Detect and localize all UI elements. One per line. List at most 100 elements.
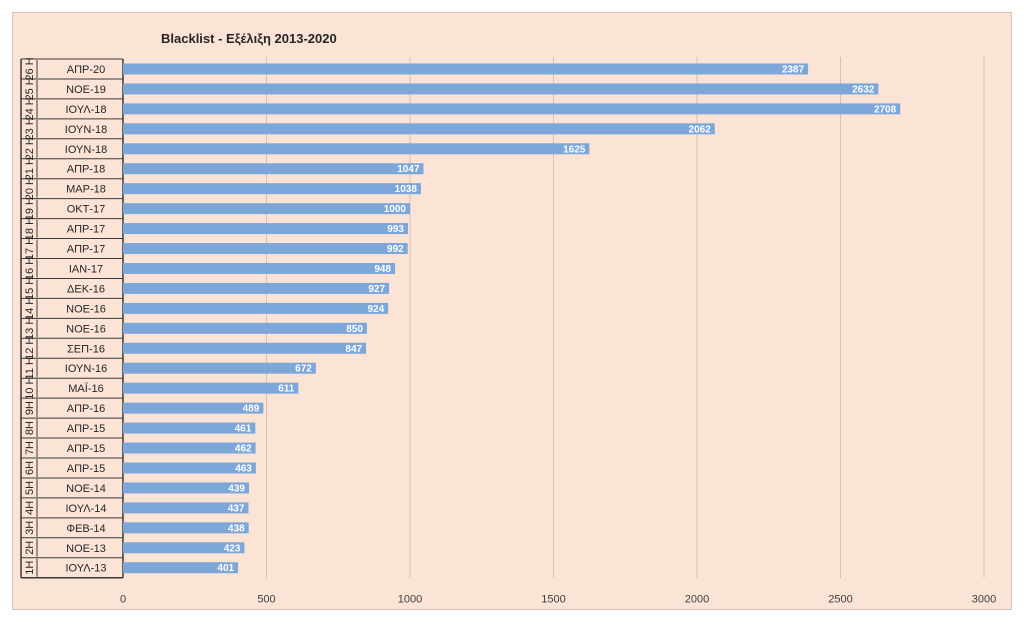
category-label: ΝΟΕ-13 <box>66 543 106 555</box>
bar-value-label: 489 <box>243 404 260 415</box>
category-group-label: 10 Η <box>24 377 36 400</box>
bar <box>123 422 256 434</box>
category-group-label: 13 Η <box>24 317 36 340</box>
bar-value-label: 1047 <box>397 164 420 175</box>
bar <box>123 382 299 394</box>
category-group-label: 4Η <box>24 501 36 515</box>
category-group-label: 14 Η <box>24 297 36 320</box>
category-label: ΜΑΪ-16 <box>68 383 103 395</box>
bar-value-label: 437 <box>228 503 245 514</box>
category-label: ΑΠΡ-15 <box>67 443 106 455</box>
category-label: ΙΟΥΛ-14 <box>65 503 106 515</box>
category-label: ΙΟΥΝ-18 <box>65 144 107 156</box>
bar-value-label: 2632 <box>852 84 875 95</box>
category-label: ΝΟΕ-16 <box>66 323 106 335</box>
bar-value-label: 423 <box>224 543 241 554</box>
category-label: ΙΟΥΛ-18 <box>65 104 106 116</box>
x-tick-label: 0 <box>120 594 126 606</box>
category-group-label: 26 Η <box>24 57 36 80</box>
category-label: ΑΠΡ-15 <box>67 463 106 475</box>
category-group-label: 1Η <box>24 561 36 575</box>
category-group-label: 19 Η <box>24 197 36 220</box>
category-group-label: 23 Η <box>24 117 36 140</box>
chart-area: Blacklist - Εξέλιξη 2013-2020 26 Η ΑΠΡ-20… <box>12 12 1012 610</box>
category-label: ΑΠΡ-20 <box>67 64 106 76</box>
category-group-label: 20 Η <box>24 177 36 200</box>
category-label: ΝΟΕ-14 <box>66 483 106 495</box>
bar <box>123 542 245 554</box>
bar <box>123 143 590 155</box>
x-tick-label: 1500 <box>541 594 565 606</box>
bar <box>123 442 256 454</box>
bar-value-label: 1625 <box>563 144 586 155</box>
category-label: ΝΟΕ-19 <box>66 84 106 96</box>
bar <box>123 342 367 354</box>
bar <box>123 163 424 175</box>
bar <box>123 362 316 374</box>
bar <box>123 123 715 135</box>
bar-value-label: 461 <box>235 424 252 435</box>
category-group-label: 15 Η <box>24 277 36 300</box>
bar-value-label: 927 <box>368 284 385 295</box>
category-label: ΙΟΥΝ-18 <box>65 124 107 136</box>
bar <box>123 402 264 414</box>
x-tick-label: 3000 <box>972 594 996 606</box>
category-label: ΙΑΝ-17 <box>69 263 103 275</box>
category-label: ΑΠΡ-17 <box>67 224 106 236</box>
bar-value-label: 439 <box>228 483 245 494</box>
bar-value-label: 2387 <box>782 64 805 75</box>
bar-value-label: 1038 <box>395 184 418 195</box>
category-group-label: 2Η <box>24 541 36 555</box>
bar-value-label: 401 <box>217 563 234 574</box>
bar <box>123 482 249 494</box>
category-label: ΔΕΚ-16 <box>67 283 105 295</box>
bar-value-label: 992 <box>387 244 404 255</box>
category-label: ΣΕΠ-16 <box>67 343 105 355</box>
category-label: ΑΠΡ-16 <box>67 403 106 415</box>
category-group-label: 18 Η <box>24 217 36 240</box>
bar-value-label: 438 <box>228 523 245 534</box>
bar <box>123 63 809 75</box>
bar-value-label: 847 <box>345 344 362 355</box>
bar-value-label: 611 <box>278 384 295 395</box>
x-tick-label: 2500 <box>828 594 852 606</box>
category-group-label: 6Η <box>24 461 36 475</box>
bar <box>123 83 879 95</box>
bar-value-label: 1000 <box>384 204 407 215</box>
category-group-label: 16 Η <box>24 257 36 280</box>
bar-value-label: 462 <box>235 444 252 455</box>
bar-value-label: 924 <box>368 304 385 315</box>
bar <box>123 183 421 195</box>
bar-value-label: 993 <box>387 224 404 235</box>
bar-value-label: 850 <box>346 324 363 335</box>
category-axis: 26 Η ΑΠΡ-20 25 Η ΝΟΕ-19 24 Η ΙΟΥΛ-18 23 Η ΙΟΥΝ-… <box>20 57 124 579</box>
category-group-label: 7Η <box>24 441 36 455</box>
bar <box>123 322 367 334</box>
bar <box>123 282 390 294</box>
bar <box>123 223 408 235</box>
category-label: ΝΟΕ-16 <box>66 303 106 315</box>
category-label: ΜΑΡ-18 <box>66 184 106 196</box>
grid-lines <box>266 57 985 578</box>
category-group-label: 11 Η <box>24 357 36 379</box>
category-label: ΙΟΥΝ-16 <box>65 363 107 375</box>
category-label: ΦΕΒ-14 <box>66 523 105 535</box>
x-tick-label: 2000 <box>685 594 709 606</box>
bar <box>123 243 408 255</box>
bar <box>123 103 901 115</box>
bar <box>123 502 249 514</box>
category-group-label: 24 Η <box>24 97 36 120</box>
bar-value-label: 672 <box>295 364 312 375</box>
category-label: ΟΚΤ-17 <box>67 204 106 216</box>
category-label: ΑΠΡ-18 <box>67 164 106 176</box>
chart-title: Blacklist - Εξέλιξη 2013-2020 <box>161 31 337 46</box>
bars: 2387 2632 2708 2062 1625 1047 1038 1000 993 992 94… <box>123 63 901 574</box>
bar-value-label: 2708 <box>874 104 897 115</box>
bar-value-label: 463 <box>235 463 252 474</box>
category-group-label: 22 Η <box>24 137 36 160</box>
bar <box>123 522 249 534</box>
bar <box>123 562 239 574</box>
category-group-label: 9Η <box>24 401 36 415</box>
category-label: ΙΟΥΛ-13 <box>65 563 106 575</box>
category-group-label: 25 Η <box>24 77 36 100</box>
